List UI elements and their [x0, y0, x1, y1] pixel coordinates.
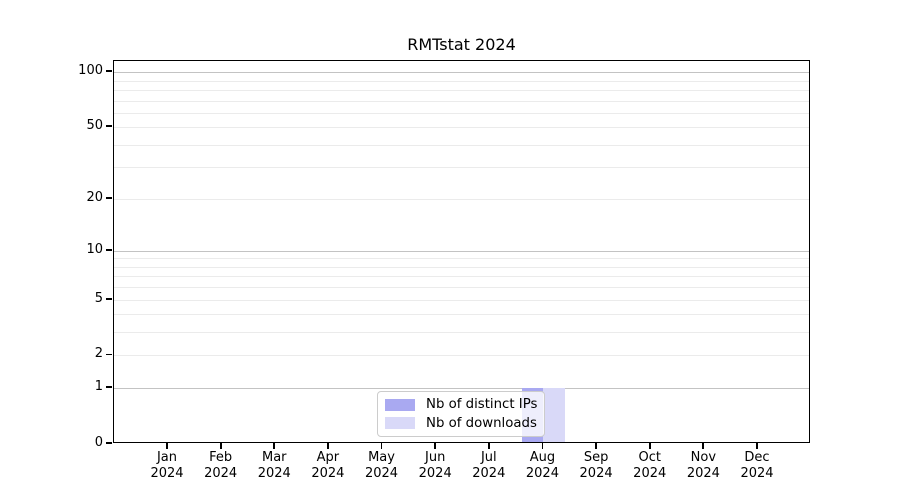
bar-downloads [543, 388, 565, 443]
x-axis-tick-label: Dec 2024 [740, 450, 774, 481]
x-axis-tick [487, 443, 490, 449]
major-gridline [114, 250, 809, 252]
minor-gridline [114, 258, 809, 260]
minor-gridline [114, 266, 809, 268]
x-axis-tick-label: Nov 2024 [686, 450, 720, 481]
major-gridline [114, 388, 809, 390]
x-axis-tick [648, 443, 651, 449]
x-axis-tick [380, 443, 383, 449]
x-axis-tick-label: May 2024 [364, 450, 399, 481]
x-axis-tick [327, 443, 329, 449]
x-axis-tick [166, 443, 168, 449]
y-axis-tick [106, 297, 112, 300]
y-axis-tick-label: 20 [86, 189, 103, 205]
x-axis-tick-label: Mar 2024 [257, 450, 291, 481]
plot-area [113, 60, 810, 443]
minor-gridline [114, 80, 809, 82]
y-axis-tick-label: 10 [86, 241, 103, 257]
y-axis-tick-label: 50 [86, 118, 103, 134]
y-axis-tick-label: 1 [94, 379, 103, 395]
y-axis-tick [106, 442, 112, 444]
minor-gridline [114, 287, 809, 289]
minor-gridline [114, 314, 809, 316]
x-axis-tick-label: Jul 2024 [472, 450, 506, 481]
legend-swatch-downloads [385, 417, 415, 430]
y-axis-tick [106, 196, 112, 199]
legend-label-distinct-ips: Nb of distinct IPs [426, 397, 538, 413]
legend-swatch-distinct-ips [385, 398, 415, 411]
y-axis-tick-label: 0 [94, 435, 103, 450]
x-axis-tick [702, 443, 705, 449]
x-axis-tick [434, 443, 437, 449]
minor-gridline [114, 100, 809, 102]
x-axis-tick [756, 443, 758, 449]
legend-label-downloads: Nb of downloads [426, 415, 537, 431]
y-axis-tick [106, 386, 112, 389]
y-axis-tick [106, 248, 112, 251]
minor-gridline [114, 276, 809, 278]
major-gridline [114, 72, 809, 74]
y-axis-tick [106, 353, 112, 356]
chart-title: RMTstat 2024 [407, 35, 516, 54]
y-axis-tick-label: 2 [94, 346, 103, 362]
legend: Nb of distinct IPs Nb of downloads [377, 391, 545, 437]
x-axis-tick [595, 443, 597, 449]
x-axis-tick [219, 443, 222, 449]
x-axis-tick-label: Apr 2024 [311, 450, 345, 481]
y-axis-tick-label: 100 [78, 63, 103, 79]
minor-gridline [114, 144, 809, 146]
minor-gridline [114, 127, 809, 129]
x-axis-tick-label: Aug 2024 [525, 450, 559, 481]
x-axis-tick-label: Jan 2024 [150, 450, 184, 481]
minor-gridline [114, 112, 809, 114]
y-axis-tick-label: 5 [94, 290, 103, 306]
legend-item-downloads: Nb of downloads [385, 416, 537, 431]
x-axis-tick-label: Sep 2024 [579, 450, 613, 481]
y-axis-tick [106, 70, 112, 73]
x-axis-tick-label: Feb 2024 [204, 450, 238, 481]
x-axis-tick [541, 443, 544, 449]
y-axis-tick [106, 125, 112, 128]
x-axis-tick-label: Jun 2024 [418, 450, 452, 481]
x-axis-tick [273, 443, 276, 449]
minor-gridline [114, 355, 809, 357]
x-axis-tick-label: Oct 2024 [633, 450, 667, 481]
legend-item-distinct-ips: Nb of distinct IPs [385, 397, 537, 412]
minor-gridline [114, 89, 809, 91]
minor-gridline [114, 332, 809, 334]
minor-gridline [114, 167, 809, 169]
minor-gridline [114, 198, 809, 200]
minor-gridline [114, 299, 809, 301]
